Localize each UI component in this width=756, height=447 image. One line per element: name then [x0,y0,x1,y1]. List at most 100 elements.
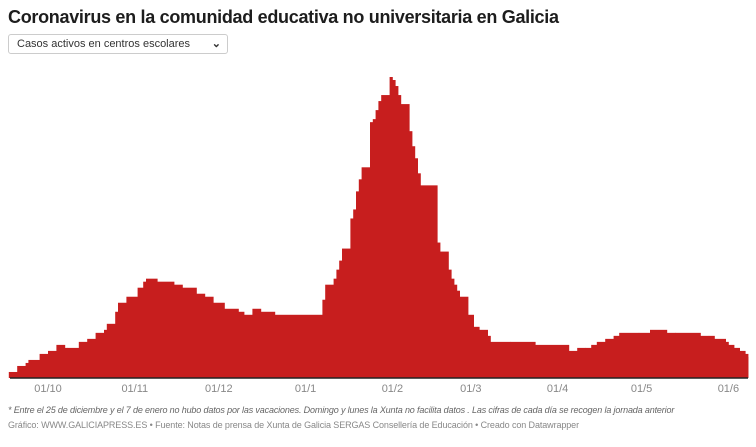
area-chart: 01/10 01/11 01/12 01/1 01/2 01/3 01/4 01/5 01/6 [8,77,749,395]
area-step [490,341,511,378]
area-step [389,77,393,378]
area-step [708,335,715,378]
area-step [115,311,119,378]
area-step [174,284,183,378]
area-step [650,329,668,378]
area-step [454,284,458,378]
area-step [353,209,357,378]
x-tick-label: 01/5 [631,383,652,395]
area-step [95,332,105,378]
area-step [182,287,197,378]
area-step [378,101,382,378]
x-tick-label: 01/11 [121,383,148,395]
area-step [714,338,726,378]
x-tick-label: 01/2 [382,383,403,395]
area-step [412,146,416,378]
area-step [417,173,421,378]
area-step [157,281,175,378]
footnote: * Entre el 25 de diciembre y el 7 de ene… [8,405,675,415]
area-step [585,347,592,378]
area-step [591,344,598,378]
area-step [745,353,749,378]
area-step [487,335,491,378]
area-step [48,350,57,378]
area-step [137,287,144,378]
area-step [322,299,326,378]
area-step [56,344,66,378]
area-step [675,332,701,378]
area-step [700,335,710,378]
area-step [596,341,606,378]
area-step [456,290,460,378]
area-step [510,341,536,378]
area-step [17,365,26,378]
area-step [409,131,413,378]
area-step [440,251,449,378]
area-step [459,296,469,378]
area-step [638,332,651,378]
x-tick-label: 01/4 [547,383,568,395]
area-step [535,344,570,378]
area-step [414,158,418,378]
area-step [204,296,214,378]
area-step [739,350,746,378]
area-step [370,122,374,379]
area-step [196,293,206,378]
area-steps [8,77,749,379]
area-step [252,308,262,378]
area-step [350,218,354,378]
area-step [400,104,410,378]
area-step [666,332,676,378]
area-step [468,314,474,378]
area-step [734,347,740,378]
area-step [395,86,399,378]
area-step [333,278,337,378]
area-step [8,371,18,378]
x-tick-label: 01/3 [460,383,481,395]
area-step [451,278,455,378]
x-axis-ticks: 01/10 01/11 01/12 01/1 01/2 01/3 01/4 01/5 01/6 [34,383,739,395]
area-step [118,302,127,378]
area-step [568,350,578,378]
area-step [358,179,362,378]
area-step [39,353,49,378]
area-step [67,347,80,378]
area-step [473,326,480,378]
area-step [336,269,340,378]
area-step [356,191,360,378]
chart-footer: * Entre el 25 de diciembre y el 7 de ene… [8,404,748,431]
x-tick-label: 01/12 [205,383,233,395]
area-step [238,311,245,378]
area-step [479,329,488,378]
area-step [342,248,351,378]
area-step [398,95,402,378]
area-step [325,284,334,378]
area-step [213,302,225,378]
area-step [372,119,376,378]
area-step [106,323,116,378]
area-step [126,296,138,378]
area-step [64,347,68,378]
area-step [224,308,239,378]
area-step [605,338,614,378]
area-step [361,167,371,378]
area-step [392,80,396,378]
area-step [274,314,323,378]
area-step [725,341,729,378]
area-step [339,260,343,378]
area-step [381,95,390,378]
area-step [143,281,147,378]
area-step [260,311,276,378]
area-step [437,242,441,378]
area-step [728,344,735,378]
area-step [25,362,29,378]
area-step [375,110,379,379]
area-step [420,185,438,378]
area-step [87,338,96,378]
x-tick-label: 01/6 [718,383,739,395]
metric-dropdown[interactable]: Casos activos en centros escolares ⌄ [8,34,228,54]
chart-title: Coronavirus en la comunidad educativa no… [8,7,559,27]
area-step [28,359,40,378]
area-step [613,335,620,378]
source-credit: Gráfico: WWW.GALICIAPRESS.ES • Fuente: N… [8,420,579,430]
